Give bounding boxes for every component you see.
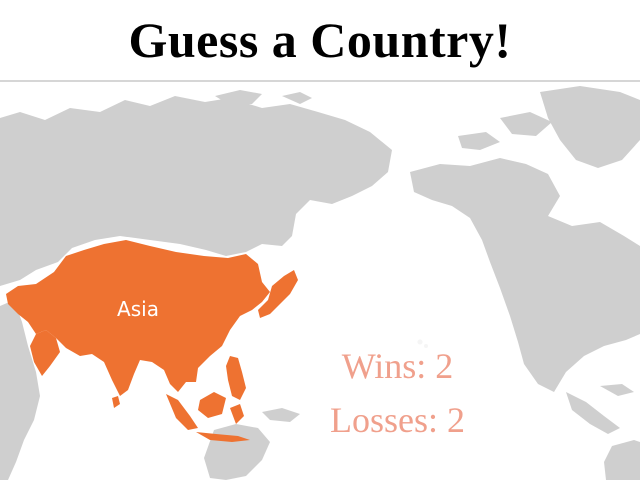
map-land-papua: [262, 408, 300, 422]
map-region-asia-java[interactable]: [196, 432, 250, 442]
map-land-greenland: [540, 86, 640, 168]
map-land-africa: [0, 300, 40, 480]
world-map: Asia Wins: 2 Losses: 2: [0, 82, 640, 480]
wins-label: Wins:: [341, 346, 427, 386]
map-land-eurasia-north: [0, 96, 392, 286]
map-land-arctic-island: [500, 112, 552, 136]
page-title: Guess a Country!: [128, 12, 512, 68]
map-region-asia[interactable]: [6, 240, 270, 396]
map-region-asia-philippines[interactable]: [226, 356, 246, 400]
losses-label: Losses:: [330, 400, 438, 440]
map-region-asia-japan[interactable]: [258, 270, 298, 318]
map-region-asia-sulawesi[interactable]: [230, 404, 244, 424]
map-land-arctic-island: [282, 92, 312, 104]
header: Guess a Country!: [0, 0, 640, 82]
map-land-north-america: [410, 158, 640, 392]
world-map-svg: Asia: [0, 86, 640, 480]
wins-counter: Wins: 2: [342, 345, 454, 387]
map-land-central-america: [566, 392, 620, 434]
map-region-label: Asia: [117, 297, 159, 321]
map-region-asia-sri-lanka[interactable]: [112, 396, 120, 408]
map-region-asia-sumatra[interactable]: [166, 394, 198, 430]
map-land-australia: [204, 424, 270, 480]
map-land-south-america: [604, 440, 640, 480]
map-land-arctic-island: [458, 132, 500, 150]
map-region-asia-arabia[interactable]: [30, 330, 60, 376]
score-panel: Wins: 2 Losses: 2: [310, 318, 485, 468]
losses-counter: Losses: 2: [330, 399, 465, 441]
map-land-arctic-island: [215, 90, 262, 104]
map-region-asia-borneo[interactable]: [198, 392, 226, 418]
map-land-caribbean: [600, 384, 634, 396]
wins-value: 2: [435, 346, 454, 386]
losses-value: 2: [447, 400, 465, 440]
